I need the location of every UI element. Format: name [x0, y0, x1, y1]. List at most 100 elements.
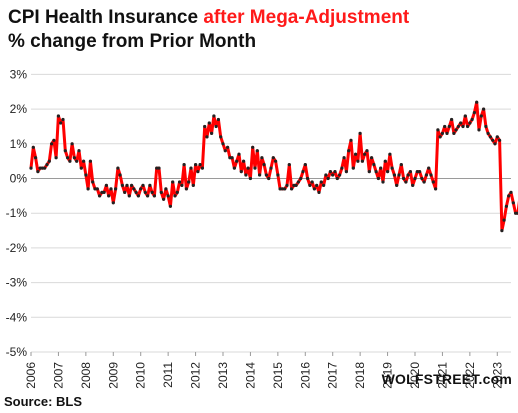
data-point [255, 149, 259, 153]
y-tick-label: -5% [6, 345, 28, 359]
y-tick-label: -4% [6, 310, 28, 324]
data-point [125, 183, 129, 187]
data-point [413, 176, 417, 181]
data-point [445, 131, 449, 135]
data-point [194, 163, 198, 167]
data-point [301, 170, 305, 174]
data-point [141, 183, 145, 187]
data-point [239, 170, 243, 174]
x-tick-label: 2008 [79, 362, 93, 389]
data-point [322, 183, 326, 187]
data-point [219, 135, 223, 139]
data-point [166, 194, 170, 198]
y-tick-label: -1% [6, 206, 28, 220]
data-point [40, 166, 45, 170]
data-point [440, 131, 444, 135]
data-point [498, 138, 502, 142]
data-point [276, 173, 280, 177]
data-point [420, 176, 424, 181]
x-tick-label: 2006 [24, 362, 38, 389]
data-point [285, 183, 289, 187]
data-point [109, 187, 113, 191]
data-point [271, 156, 275, 160]
data-point [79, 166, 83, 170]
data-point [333, 170, 337, 174]
data-point [299, 176, 303, 181]
gridlines [31, 73, 511, 353]
y-tick-label: -2% [6, 241, 28, 255]
series-points-layer [29, 100, 518, 233]
data-point [93, 187, 97, 191]
x-tick-label: 2019 [381, 362, 395, 389]
data-point [59, 121, 63, 125]
data-point [159, 190, 163, 194]
x-tick-label: 2022 [463, 362, 477, 389]
data-point [493, 142, 497, 146]
data-point [287, 163, 291, 167]
x-tick-label: 2020 [408, 362, 422, 389]
data-point [482, 107, 486, 111]
data-point [50, 142, 54, 146]
x-tick-label: 2018 [353, 362, 367, 389]
chart-title-highlight: after Mega-Adjustment [203, 7, 410, 28]
chart-title: CPI Health Insurance after Mega-Adjustme… [8, 6, 409, 30]
data-point [88, 159, 92, 163]
data-point [351, 166, 355, 170]
data-point [376, 176, 380, 181]
data-point [72, 156, 76, 160]
data-point [235, 159, 239, 163]
data-point [308, 183, 312, 187]
data-point [196, 170, 200, 174]
data-point [509, 190, 513, 194]
x-tick-label: 2009 [106, 362, 120, 389]
data-point [429, 173, 433, 177]
data-point [363, 152, 367, 156]
data-point [221, 142, 225, 146]
data-point [244, 173, 248, 177]
data-point [477, 128, 481, 132]
data-point [450, 117, 454, 122]
data-point [146, 194, 150, 198]
x-tick-label: 2007 [51, 362, 65, 389]
data-point [182, 163, 186, 167]
data-point [397, 173, 401, 177]
data-point [82, 159, 86, 163]
data-point [45, 163, 49, 167]
data-point [228, 156, 232, 160]
data-point [246, 166, 250, 170]
data-point [180, 183, 184, 187]
data-point [127, 194, 131, 198]
data-point [123, 190, 127, 194]
data-point [427, 166, 431, 170]
data-point [296, 180, 300, 184]
data-point [315, 183, 319, 187]
data-point [191, 183, 195, 187]
data-point [475, 100, 479, 104]
data-point [248, 176, 252, 181]
x-tick-label: 2010 [134, 362, 148, 389]
data-point [354, 152, 358, 156]
data-point [436, 128, 440, 132]
data-point [175, 190, 179, 194]
data-point [43, 166, 47, 170]
data-point [504, 204, 508, 208]
data-point [340, 166, 344, 170]
data-point [454, 128, 458, 132]
data-point [502, 218, 506, 222]
data-point [479, 114, 483, 118]
data-point [262, 163, 266, 167]
data-point [328, 170, 332, 174]
data-point [303, 163, 307, 167]
data-point [338, 173, 342, 177]
data-point [269, 166, 273, 170]
data-point [56, 114, 61, 118]
data-point [70, 142, 74, 146]
data-point [237, 152, 241, 156]
data-point [411, 183, 415, 187]
data-point [388, 152, 392, 156]
data-point [434, 187, 438, 191]
data-point [500, 229, 504, 233]
data-point [312, 187, 316, 191]
data-point [335, 176, 339, 181]
data-point [486, 131, 490, 135]
